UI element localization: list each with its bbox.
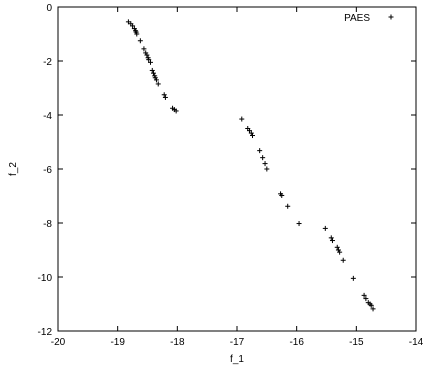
y-tick-label: 0 [46,3,52,14]
data-point [257,148,263,154]
data-point [328,235,334,241]
x-tick-label: -17 [230,337,245,348]
axis-tick-labels: -20 -19 -18 -17 -16 -15 -14 0 -2 -4 -6 -8 -10 -12 [38,3,424,348]
data-point [173,108,179,114]
data-point [264,166,270,172]
data-point [329,238,335,244]
axis-ticks [57,6,417,332]
data-point [334,244,340,250]
data-point [262,161,268,167]
data-point [250,133,256,139]
y-tick-label: -12 [38,327,53,338]
data-point [134,31,140,37]
data-point [147,59,153,65]
x-tick-label: -15 [349,337,364,348]
x-tick-label: -16 [289,337,304,348]
data-point [296,221,302,227]
data-point [363,296,369,302]
data-point [144,52,150,58]
y-axis-label: f_2 [8,162,19,176]
data-point [137,38,143,44]
x-tick-label: -14 [409,337,424,348]
x-tick-label: -20 [51,337,66,348]
y-tick-label: -8 [43,219,52,230]
y-tick-label: -4 [43,111,52,122]
data-point [368,302,374,308]
legend-marker-symbol [388,14,394,20]
x-axis-label: f_1 [230,354,244,365]
data-point [370,306,376,312]
data-point [337,249,343,255]
data-point [155,81,161,87]
data-point [146,57,152,63]
data-point [239,116,245,122]
data-point [141,46,147,52]
data-point [340,257,346,263]
legend-marker [388,14,394,20]
data-point [161,92,167,98]
data-point [361,292,367,298]
x-tick-label: -19 [110,337,125,348]
data-point [150,70,156,76]
y-tick-label: -6 [43,165,52,176]
data-point [350,275,356,281]
data-point [279,192,285,198]
y-tick-label: -2 [43,57,52,68]
data-point [285,203,291,209]
data-point [322,225,328,231]
data-points [125,19,376,312]
x-tick-label: -18 [170,337,185,348]
y-tick-label: -10 [38,273,53,284]
legend: PAES [344,13,394,24]
data-point [260,155,266,161]
data-point [153,77,159,83]
data-point [130,23,136,29]
data-point [162,94,168,100]
data-point [149,67,155,73]
plot-frame [57,6,417,332]
legend-label: PAES [344,13,370,24]
